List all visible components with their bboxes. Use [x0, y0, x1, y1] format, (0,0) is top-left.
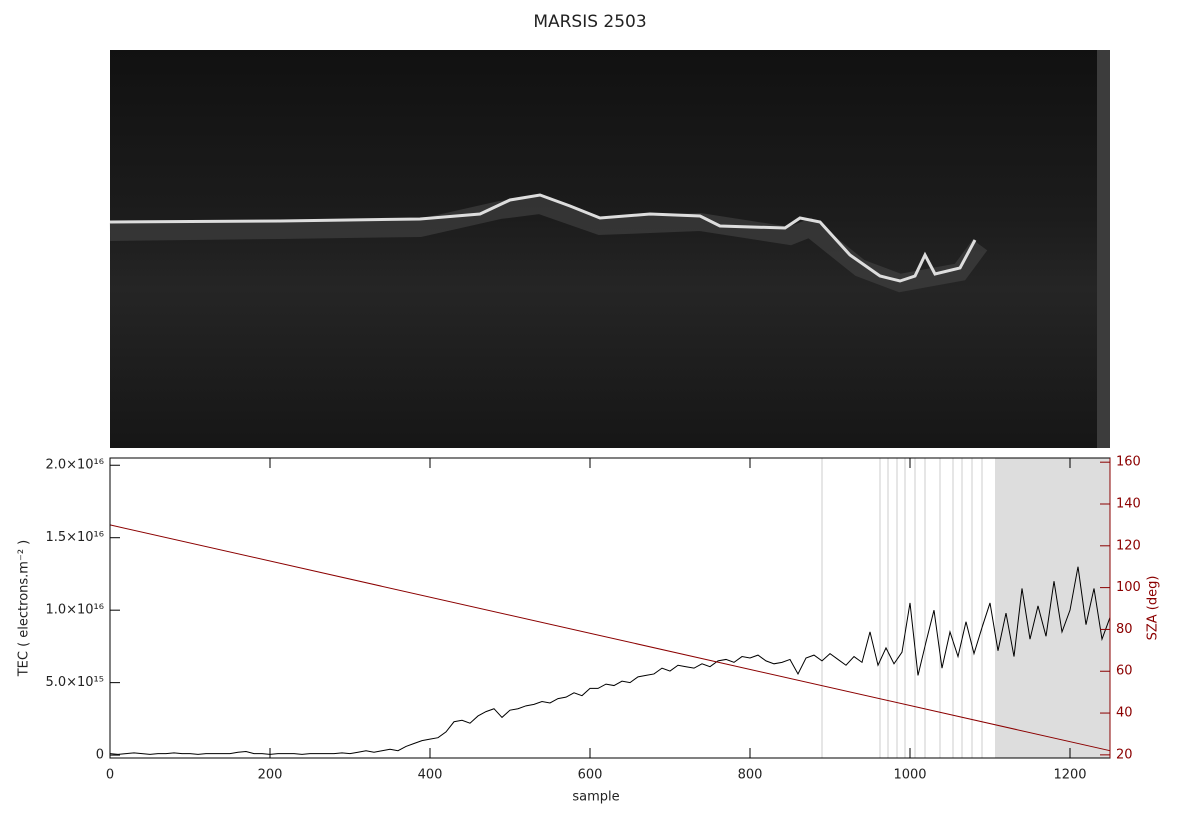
x-axis-label: sample: [572, 790, 619, 805]
y2-tick-label: 80: [1116, 622, 1133, 637]
plot-area: [110, 458, 1110, 758]
y2-tick-label: 160: [1116, 455, 1141, 470]
y-tick-label: 5.0×10¹⁵: [45, 675, 104, 690]
x-tick-label: 200: [258, 768, 283, 783]
y2-tick-label: 100: [1116, 580, 1141, 595]
data-line: [109, 524, 1111, 752]
y2-tick-label: 60: [1116, 664, 1133, 679]
y2-tick-label: 40: [1116, 706, 1133, 721]
y2-tick-label: 140: [1116, 496, 1141, 511]
y-tick-label: 0: [96, 748, 104, 763]
x-tick-label: 1000: [893, 768, 926, 783]
y-tick-label: 1.5×10¹⁶: [45, 530, 104, 545]
title: MARSIS 2503: [533, 12, 646, 32]
radargram: [109, 50, 1110, 448]
line-chart: [109, 524, 1111, 755]
y-tick-label: 2.0×10¹⁶: [45, 458, 104, 473]
x-tick-label: 400: [418, 768, 443, 783]
x-tick-label: 600: [578, 768, 603, 783]
y-axis-label: TEC ( electrons.m⁻² ): [17, 540, 32, 678]
y2-tick-label: 20: [1116, 747, 1133, 762]
x-tick-label: 1200: [1053, 768, 1086, 783]
data-line: [109, 566, 1111, 755]
y2-axis-label: SZA (deg): [1146, 576, 1161, 641]
flag-region: [821, 458, 1110, 758]
x-tick-label: 0: [106, 768, 114, 783]
y-tick-label: 1.0×10¹⁶: [45, 603, 104, 618]
x-tick-label: 800: [738, 768, 763, 783]
y2-tick-label: 120: [1116, 538, 1141, 553]
